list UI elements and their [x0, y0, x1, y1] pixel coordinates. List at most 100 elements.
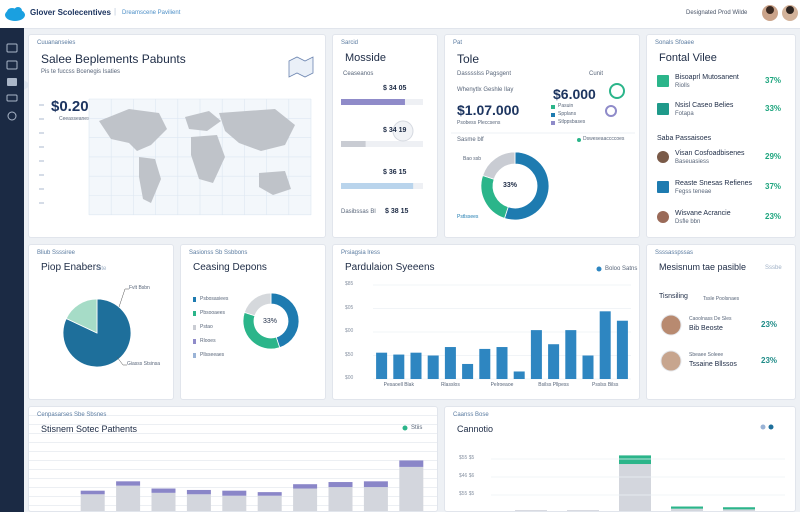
app-name: Glover Scolecentives [30, 8, 111, 17]
card-title: Piop Enabers [41, 262, 102, 273]
piop-card: Bliub Ssssiree Piop Enabers Iiite Fvlt Bsbn… [28, 244, 174, 400]
item-value: 37% [765, 76, 782, 85]
bar-top [293, 484, 318, 489]
row-value: $ 36 15 [383, 169, 407, 176]
continent [185, 111, 221, 131]
bar [376, 352, 388, 379]
item-name: Nsisl Caseo Belies [675, 102, 734, 109]
x-label: Psslss Bilss [591, 382, 619, 388]
card-title: Mosside [345, 52, 386, 64]
y-tick-label: $50 [345, 351, 354, 358]
chart-segment [65, 298, 98, 334]
mesisnum-card: Ssssasspssas Mesisnum tae pasible Sssbe Tis… [646, 244, 796, 400]
chart-segment [503, 151, 550, 221]
legend-item: Pstao [200, 324, 213, 330]
item-icon [657, 103, 669, 115]
y-tick-label: $05 [345, 304, 354, 311]
bar-base [222, 495, 247, 511]
card-label: Prsiagsia lress [341, 250, 381, 256]
bar-top [116, 481, 141, 486]
legend-item: Stlppsbases [558, 119, 586, 125]
pie-label: Giasss Stsinsa [127, 361, 161, 367]
legend-item: Pllsseeaes [200, 352, 225, 358]
card-title: Fontal Vilee [659, 52, 717, 64]
gauge [605, 105, 617, 117]
caption: Ceaseanos [343, 71, 374, 77]
person-sub: Bib Beoste [689, 325, 723, 332]
bar [479, 348, 491, 379]
bar [462, 363, 474, 379]
legend-swatch [551, 113, 555, 117]
item-icon [657, 181, 669, 193]
card-label: Ssssasspssas [655, 250, 694, 256]
legend: Iiite [97, 266, 107, 272]
legend: Stiis [411, 425, 423, 431]
caption: Tisnsiling [659, 293, 688, 300]
y-tick-label: $55 $5 [459, 491, 475, 497]
footer-value: $ 38 15 [385, 208, 409, 215]
bar-top [399, 460, 424, 467]
card-label: Sarcid [341, 40, 359, 46]
card-title: Tole [457, 52, 480, 66]
sales-card: Cuuananseies Salee Beplements Pabunts Pis … [28, 34, 326, 238]
chart-title: Sasme blf [457, 137, 484, 143]
bar-top [222, 490, 247, 496]
bar-top [151, 488, 176, 493]
legend-dot [768, 424, 774, 430]
card-label: Sasionss Sb Ssbbons [189, 250, 248, 256]
fontal-icons [657, 75, 669, 223]
bar-top [80, 490, 105, 495]
stisnem-card: Cenpasarses Sbe Sbsnes Stisnem Sotec Path… [28, 406, 438, 512]
mosside-card: Sarcid Mosside Ceaseanos $ 34 05 $ 34 19 $ 36… [332, 34, 438, 238]
cannotio-card: Caanss Bose Cannotio $55 $5 $46 $6 $55 $5 [444, 406, 796, 512]
bar-base [619, 464, 651, 511]
footer-caption: Dasibssas Bl [341, 209, 376, 215]
legend-item: Rlooes [200, 338, 216, 344]
row-value: $ 34 19 [383, 127, 407, 134]
chart-legend: Dsweseaaccccoes [583, 136, 625, 142]
bar-base [399, 466, 424, 511]
person-sub: Tssaine Bllssos [689, 361, 737, 368]
donut-chart [193, 292, 300, 358]
bar-top [671, 506, 703, 509]
legend-item: Psbosasiees [200, 296, 229, 302]
card-title: Ceasing Depons [193, 262, 267, 273]
leader-line [116, 356, 127, 366]
card-label: Cuuananseies [37, 40, 76, 46]
map-icon [288, 56, 314, 78]
x-label: Rlasslos [440, 382, 460, 388]
chart-segment [243, 292, 272, 317]
bar-top [723, 507, 755, 510]
nav-tab[interactable]: Dreamscene Pavilient [122, 10, 181, 16]
avatars[interactable] [760, 3, 800, 23]
sub-caption: Tssle Poolsnaes [703, 296, 740, 302]
card-label: Caanss Bose [453, 412, 489, 418]
legend-swatch [551, 121, 555, 125]
bar-top [257, 492, 282, 496]
pie-chart [62, 288, 132, 368]
user-name[interactable]: Designated Prod Wilde [686, 10, 748, 16]
bar [444, 347, 456, 379]
sidebar-icons[interactable] [0, 28, 40, 148]
card-title: Cannotio [457, 424, 494, 434]
legend-swatch [193, 339, 196, 344]
avatar [657, 151, 669, 163]
item-value: 29% [765, 152, 782, 161]
bar-base [671, 508, 703, 511]
card-title: Mesisnum tae pasible [659, 262, 747, 272]
card-title: Pardulaion Syeeens [345, 262, 435, 273]
top-bar: Glover Scolecentives | Dreamscene Pavili… [0, 0, 800, 29]
mosside-bars [341, 99, 423, 189]
legend-swatch [193, 297, 196, 302]
legend-swatch [551, 105, 555, 109]
card-title: Salee Beplements Pabunts [41, 52, 186, 66]
legend-swatch [193, 325, 196, 330]
divider: | [114, 7, 117, 16]
bar-base [515, 510, 547, 511]
pie-label: Fvlt Bsbn [129, 285, 150, 291]
bar-base [257, 495, 282, 511]
bar [616, 320, 628, 379]
person-value: 23% [761, 356, 778, 365]
bar-base [186, 494, 211, 511]
